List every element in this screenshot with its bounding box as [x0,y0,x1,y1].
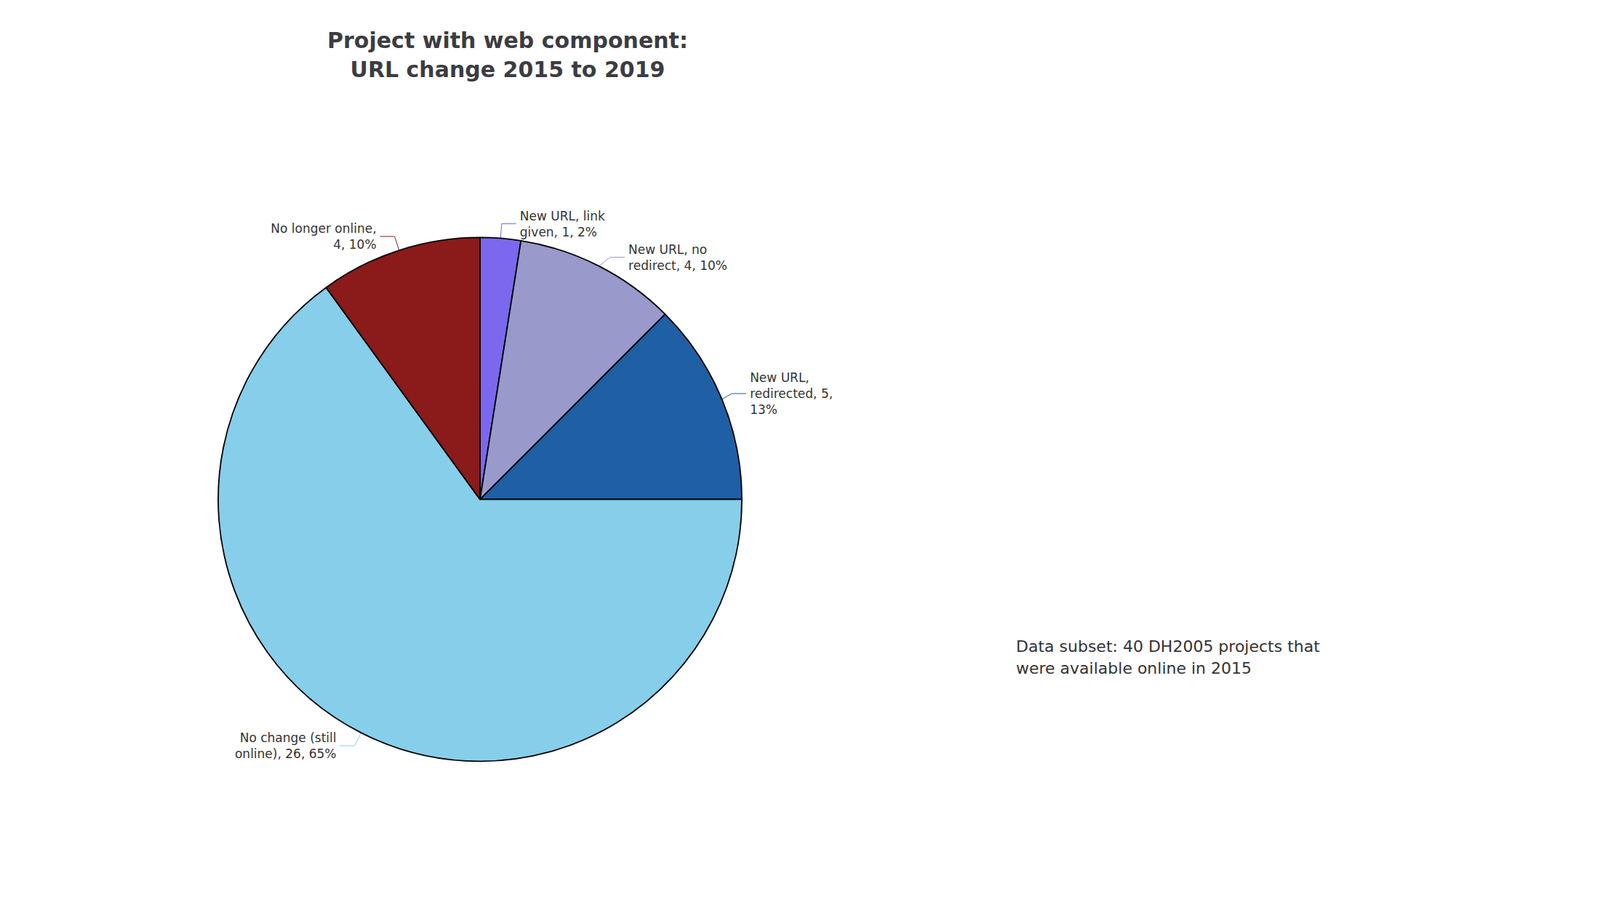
svg-text:online), 26, 65%: online), 26, 65% [234,746,337,761]
svg-text:redirect, 4, 10%: redirect, 4, 10% [628,258,728,273]
svg-text:Project with web component:: Project with web component: [327,27,688,54]
svg-text:No change (still: No change (still [240,730,337,745]
svg-text:were available online in 2015: were available online in 2015 [1016,658,1252,678]
svg-text:New URL, no: New URL, no [628,242,707,257]
svg-text:New URL,: New URL, [749,370,810,385]
svg-text:given, 1, 2%: given, 1, 2% [520,224,598,240]
svg-text:4, 10%: 4, 10% [333,237,376,252]
svg-text:URL change 2015 to 2019: URL change 2015 to 2019 [350,56,666,83]
svg-text:redirected, 5,: redirected, 5, [749,386,833,401]
svg-text:No longer online,: No longer online, [270,221,376,236]
svg-text:New URL, link: New URL, link [520,208,606,224]
svg-text:Data subset: 40 DH2005 project: Data subset: 40 DH2005 projects that [1016,637,1320,656]
svg-text:13%: 13% [749,402,778,417]
